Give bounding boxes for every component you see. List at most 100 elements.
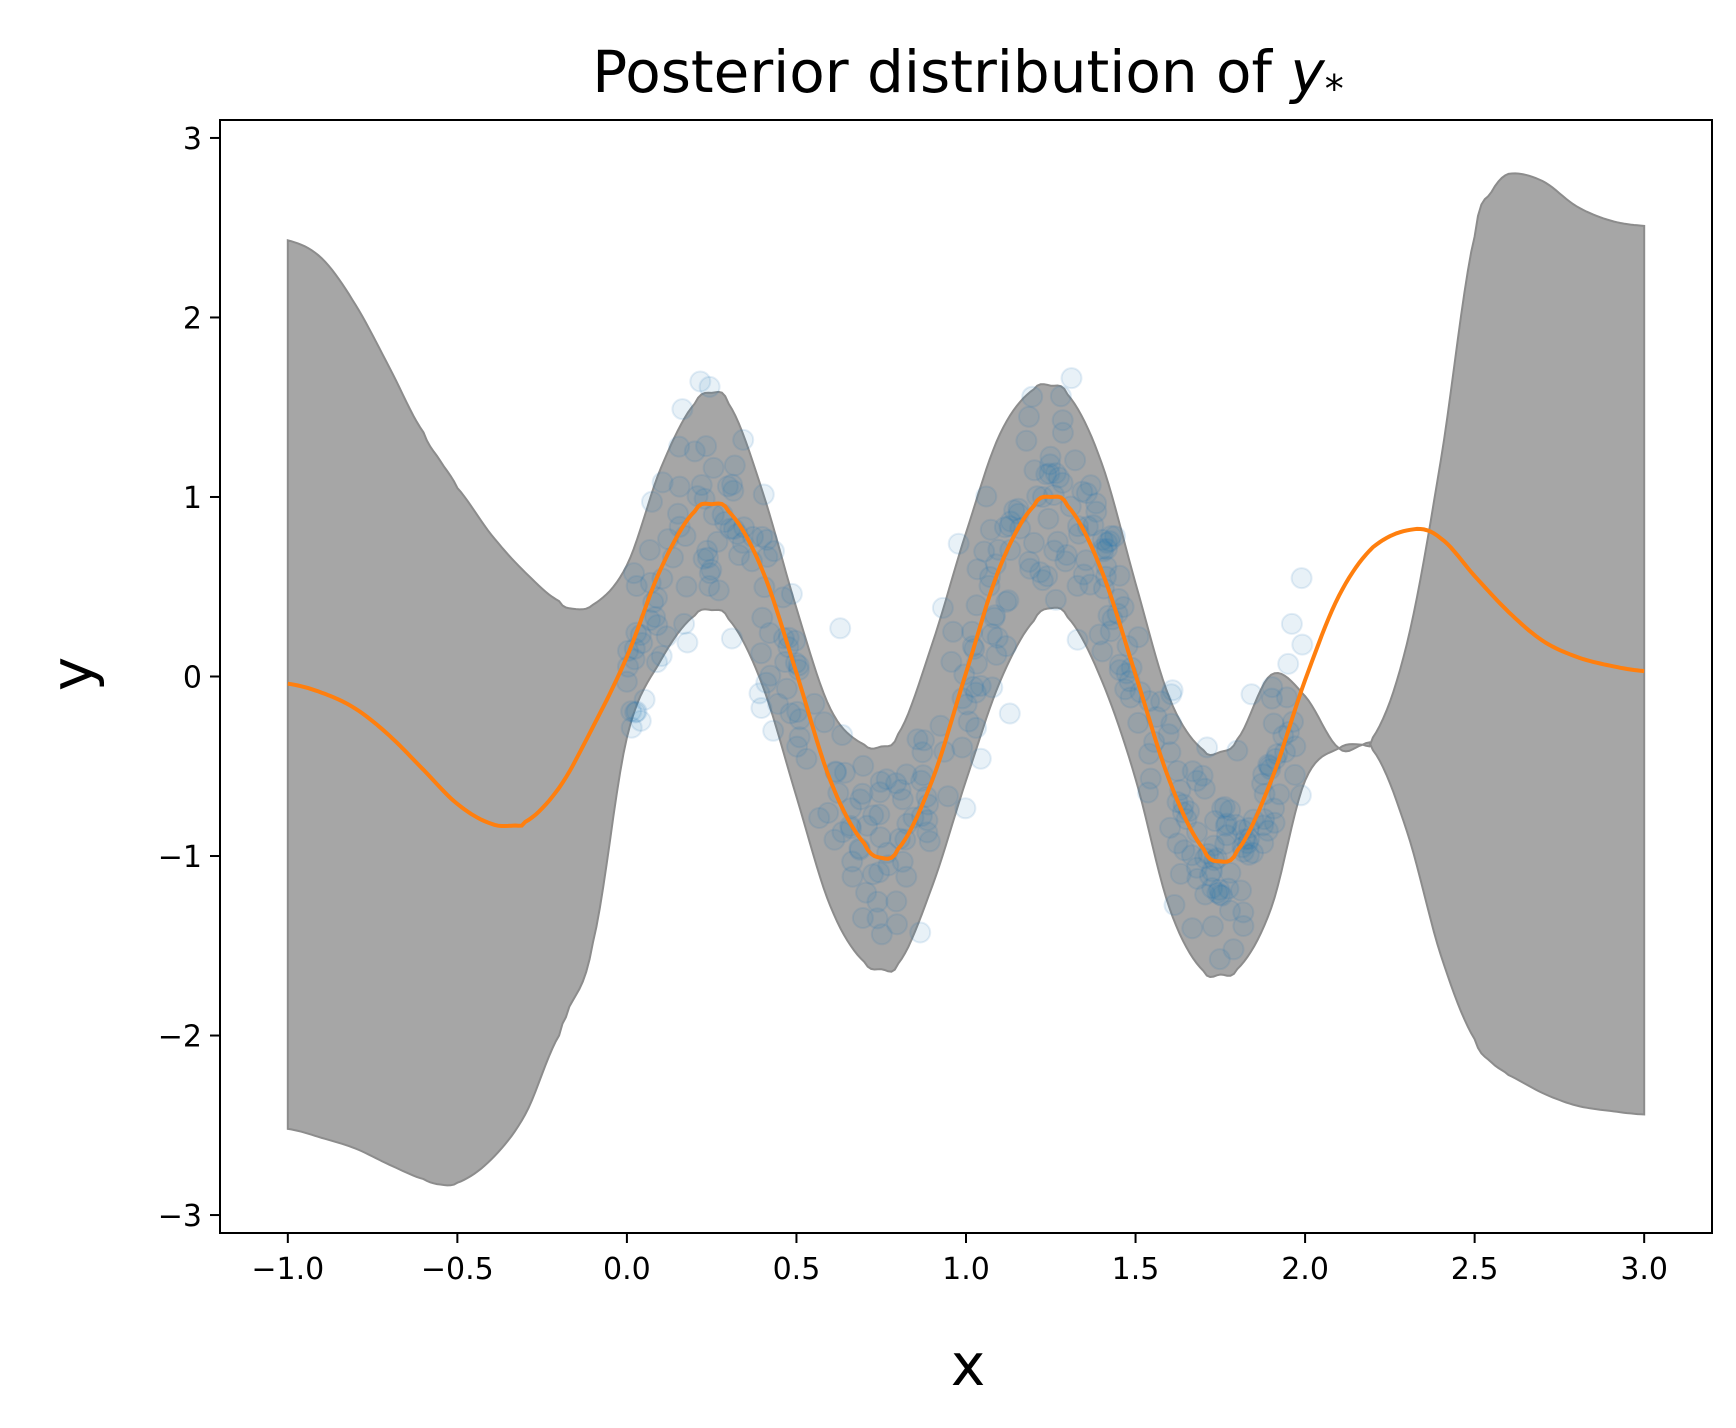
scatter-point [1139,767,1162,790]
scatter-point [1018,550,1041,573]
scatter-point [1219,861,1242,884]
scatter-point [650,645,673,667]
scatter-point [909,921,932,944]
scatter-point [673,612,696,635]
x-axis-label: x [951,1331,985,1399]
scatter-point [1157,723,1180,746]
scatter-point [1023,459,1046,482]
scatter-point [633,688,656,711]
scatter-point [957,710,980,733]
scatter-point [683,440,706,463]
scatter-point [748,682,771,705]
y-tick-label: −3 [158,1199,202,1234]
scatter-point [1066,628,1089,651]
scatter-point [886,913,908,936]
scatter-point [942,620,965,643]
scatter-point [983,606,1006,629]
x-axis-ticks: −1.0 −0.5 0.0 0.5 1.0 1.5 2.0 2.5 3.0 [251,1233,1668,1287]
scatter-point [877,854,900,877]
scatter-point [1226,739,1249,762]
x-tick-label: −0.5 [421,1252,494,1287]
scatter-point [1181,760,1204,783]
scatter-point [759,664,782,687]
scatter-point [1275,686,1298,709]
scatter-point [964,681,987,704]
scatter-point [1036,565,1059,588]
scatter-point [1023,531,1045,554]
scatter-point [1160,712,1183,735]
chart-title: Posterior distribution of y* [592,38,1343,111]
scatter-point [1201,877,1224,900]
scatter-point [702,456,725,479]
scatter-point [885,772,908,795]
scatter-point [1240,683,1263,706]
scatter-point [1252,832,1275,855]
scatter-point [1044,588,1067,611]
scatter-point [852,754,875,777]
scatter-point [1215,824,1238,847]
scatter-point [995,635,1018,658]
scatter-points [615,367,1314,971]
scatter-point [698,562,721,585]
scatter-point [690,474,713,496]
scatter-point [891,850,914,873]
scatter-point [1237,843,1260,866]
scatter-point [975,485,998,508]
scatter-point [624,701,647,724]
scatter-point [1160,683,1183,706]
scatter-point [1039,453,1062,476]
scatter-point [998,702,1021,725]
scatter-point [1085,500,1108,523]
scatter-point [1043,539,1066,562]
scatter-point [997,589,1020,612]
scatter-point [1079,474,1102,497]
scatter-point [1230,879,1252,902]
scatter-point [1206,881,1229,904]
scatter-point [980,623,1003,646]
scatter-point [723,454,746,477]
scatter-point [1198,864,1221,887]
scatter-point [732,428,755,451]
scatter-point [856,814,879,837]
scatter-point [981,676,1004,699]
scatter-point [696,539,719,562]
scatter-point [1166,832,1189,855]
scatter-point [940,650,963,673]
scatter-point [651,471,674,494]
scatter-point [1242,841,1264,864]
scatter-point [861,863,884,886]
scatter-point [1051,409,1074,432]
scatter-point [1191,764,1214,787]
scatter-point [1284,735,1307,758]
scatter-point [954,797,977,820]
scatter-point [1224,813,1247,836]
scatter-point [906,728,929,751]
scatter-point [965,716,988,739]
scatter-point [758,622,781,644]
scatter-point [1181,917,1204,940]
chart-title-subscript: * [1325,67,1344,111]
scatter-point [655,625,678,648]
scatter-point [851,907,874,929]
scatter-point [851,782,874,805]
scatter-point [775,677,798,700]
scatter-point [969,747,992,770]
scatter-point [755,671,778,694]
scatter-point [671,398,694,421]
scatter-point [788,726,811,749]
scatter-point [868,803,891,826]
scatter-point [1202,834,1225,857]
scatter-point [1185,856,1208,879]
scatter-point [706,530,729,553]
scatter-point [1075,482,1098,505]
scatter-point [1215,812,1238,835]
scatter-point [1038,462,1061,485]
scatter-point [1021,385,1044,408]
scatter-point [1260,687,1283,710]
scatter-point [1071,480,1094,503]
scatter-point [1029,561,1052,584]
scatter-point [1019,557,1042,580]
y-tick-label: 3 [183,122,202,157]
x-tick-label: 2.0 [1281,1252,1329,1287]
scatter-point [1268,783,1291,806]
